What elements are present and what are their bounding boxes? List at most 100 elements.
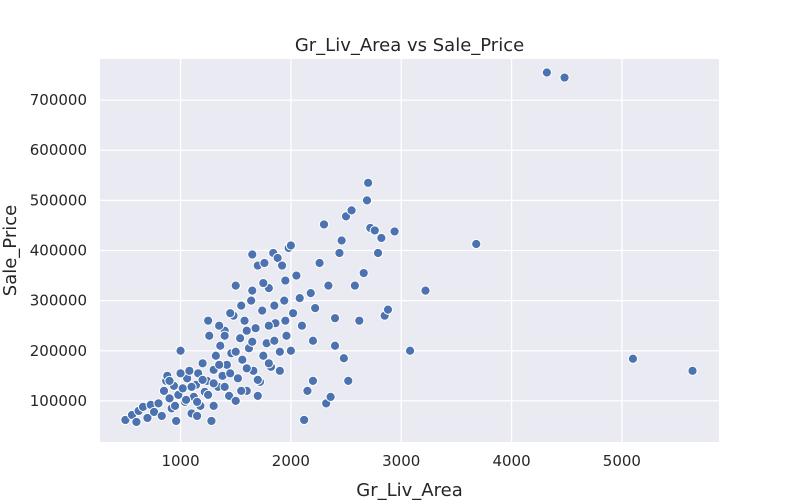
data-point [258, 277, 269, 289]
chart-title: Gr_Liv_Area vs Sale_Price [295, 35, 524, 56]
data-point [346, 205, 357, 216]
x-tick-label: 4000 [492, 452, 530, 470]
data-point [169, 400, 181, 412]
data-point [247, 249, 258, 260]
data-point [296, 320, 308, 331]
data-point [230, 395, 241, 406]
data-point [158, 385, 170, 396]
data-point [230, 280, 241, 291]
x-tick-label: 1000 [161, 452, 199, 470]
data-point [215, 340, 226, 351]
data-point [175, 368, 186, 379]
x-tick-labels: 1000 2000 3000 4000 5000 [161, 452, 641, 470]
data-point [214, 320, 225, 331]
data-point [203, 315, 214, 326]
data-point [197, 358, 208, 369]
y-axis-label: Sale_Price [0, 205, 21, 296]
data-point [274, 365, 285, 376]
data-point [389, 226, 400, 237]
data-point [274, 346, 285, 357]
data-point [287, 308, 299, 319]
data-point [325, 391, 336, 402]
data-point [310, 303, 321, 314]
data-point [285, 345, 296, 356]
data-point [687, 365, 698, 376]
data-point [239, 315, 250, 326]
data-point [258, 350, 269, 361]
data-point [334, 247, 345, 259]
data-point [627, 353, 639, 364]
data-point [358, 267, 369, 279]
data-point [257, 305, 268, 316]
data-point [120, 414, 131, 426]
data-point [285, 240, 296, 251]
data-point [203, 389, 214, 400]
data-point [241, 325, 252, 336]
data-point [219, 381, 230, 392]
data-point [206, 415, 217, 427]
data-point [276, 260, 288, 271]
data-point [363, 177, 374, 188]
data-point [252, 390, 263, 401]
x-tick-label: 3000 [382, 452, 420, 470]
data-point [208, 378, 219, 389]
x-axis-label: Gr_Liv_Area [356, 480, 462, 500]
data-point [241, 363, 252, 374]
data-point [252, 374, 263, 385]
data-point [263, 358, 274, 369]
data-point [208, 400, 219, 412]
data-point [541, 67, 552, 78]
data-point [404, 345, 416, 356]
data-point [156, 410, 167, 422]
data-point [210, 350, 221, 361]
data-point [232, 373, 244, 384]
data-point [305, 288, 316, 299]
data-point [354, 315, 365, 326]
data-point [294, 293, 305, 304]
data-point [420, 285, 431, 296]
data-point [361, 195, 373, 206]
data-point [191, 410, 203, 422]
data-point [225, 308, 236, 319]
data-point [247, 336, 258, 347]
data-point [223, 390, 235, 401]
data-point [314, 257, 325, 269]
data-point [336, 235, 347, 246]
data-point [177, 383, 188, 394]
data-point [164, 393, 175, 404]
data-point [186, 381, 197, 392]
data-point [280, 315, 291, 326]
gridlines [100, 59, 719, 442]
data-point [259, 257, 270, 269]
data-point [338, 353, 349, 364]
data-point [164, 375, 175, 386]
data-point [235, 333, 246, 344]
data-point [376, 232, 387, 244]
data-point [247, 285, 258, 296]
data-point [318, 219, 330, 230]
data-point [269, 300, 280, 311]
data-point [263, 320, 274, 331]
data-point [236, 300, 247, 311]
data-point [204, 330, 215, 341]
data-point [250, 323, 261, 334]
data-point [559, 72, 570, 83]
y-tick-label: 200000 [30, 342, 87, 360]
data-point [180, 394, 192, 405]
data-point [307, 375, 319, 386]
data-point [142, 412, 153, 424]
data-point [184, 365, 195, 376]
data-point [299, 414, 310, 426]
y-tick-label: 400000 [30, 242, 87, 260]
data-point [171, 415, 182, 427]
y-tick-labels: 100000 200000 300000 400000 500000 600000 7000… [30, 91, 87, 410]
y-tick-label: 700000 [30, 91, 87, 109]
data-point [219, 330, 230, 341]
data-points [120, 67, 698, 428]
data-point [302, 385, 313, 396]
data-point [372, 247, 384, 259]
data-point [236, 385, 247, 396]
data-point [369, 225, 380, 236]
y-tick-label: 500000 [30, 191, 87, 209]
